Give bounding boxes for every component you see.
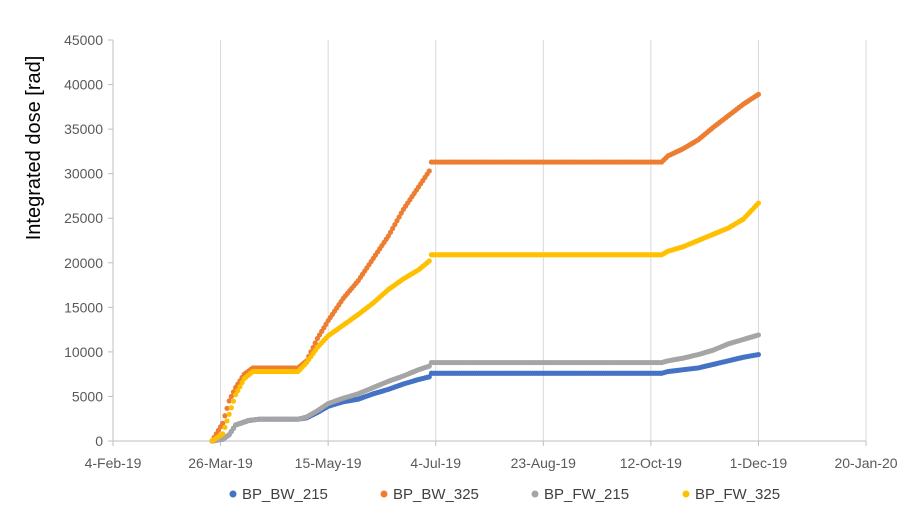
x-tick-label: 23-Aug-19 xyxy=(511,455,577,471)
series-bp-bw-215 xyxy=(209,351,762,444)
data-point xyxy=(398,210,404,216)
data-point xyxy=(392,221,398,228)
y-tick-label: 30000 xyxy=(64,166,103,182)
data-point xyxy=(755,91,762,97)
y-tick-label: 5000 xyxy=(72,388,103,404)
data-point xyxy=(228,405,234,411)
data-point xyxy=(220,431,226,437)
data-point xyxy=(226,411,232,417)
data-point xyxy=(222,413,228,419)
tick-labels: 4-Feb-19 26-Mar-19 15-May-19 4-Jul-19 23-Aug… xyxy=(64,32,898,471)
data-point xyxy=(755,351,762,358)
y-tick-label: 20000 xyxy=(64,255,103,271)
data-point xyxy=(226,398,232,404)
data-point xyxy=(230,398,237,404)
y-tick-label: 25000 xyxy=(64,210,103,226)
legend: BP_BW_215 BP_BW_325 BP_FW_215 BP_FW_325 xyxy=(229,486,780,503)
legend-marker xyxy=(531,490,539,498)
y-axis-label: Integrated dose [rad] xyxy=(23,56,45,241)
y-tick-label: 35000 xyxy=(64,121,103,137)
legend-marker xyxy=(380,490,388,498)
series-bp-bw-325 xyxy=(209,91,762,444)
x-tick-label: 4-Jul-19 xyxy=(410,455,461,471)
data-point xyxy=(222,424,228,430)
data-point xyxy=(426,168,432,174)
legend-label: BP_BW_325 xyxy=(393,486,479,503)
data-point xyxy=(239,380,245,386)
x-tick-label: 1-Dec-19 xyxy=(730,455,788,471)
data-point xyxy=(224,405,230,411)
legend-marker xyxy=(682,490,690,498)
data-series xyxy=(209,91,762,444)
data-point xyxy=(228,393,234,400)
axes xyxy=(108,39,867,446)
series-bp-fw-215 xyxy=(209,332,762,444)
y-tick-label: 45000 xyxy=(64,32,103,48)
legend-label: BP_BW_215 xyxy=(242,486,328,503)
x-tick-label: 4-Feb-19 xyxy=(85,455,142,471)
legend-label: BP_FW_215 xyxy=(544,486,629,503)
data-point xyxy=(396,214,402,220)
data-point xyxy=(233,392,239,398)
x-tick-label: 26-Mar-19 xyxy=(188,455,253,471)
x-tick-label: 12-Oct-19 xyxy=(620,455,682,471)
y-tick-label: 10000 xyxy=(64,344,103,360)
data-point xyxy=(312,340,318,346)
series-bp-fw-325 xyxy=(209,200,762,444)
y-tick-label: 0 xyxy=(95,433,103,449)
data-point xyxy=(237,384,243,390)
data-point xyxy=(755,332,762,338)
legend-marker xyxy=(229,490,237,498)
x-tick-label: 15-May-19 xyxy=(295,455,362,471)
legend-label: BP_FW_325 xyxy=(695,486,780,503)
data-point xyxy=(755,200,762,206)
data-point xyxy=(426,258,432,264)
data-point xyxy=(235,388,241,394)
data-point xyxy=(387,229,394,235)
y-tick-label: 40000 xyxy=(64,77,103,93)
data-point xyxy=(224,418,230,424)
y-tick-label: 15000 xyxy=(64,299,103,315)
x-tick-label: 20-Jan-20 xyxy=(834,455,897,471)
data-point xyxy=(390,225,396,232)
data-point xyxy=(385,233,391,239)
data-point xyxy=(220,420,226,426)
gridlines xyxy=(220,40,867,441)
data-point xyxy=(394,218,400,224)
